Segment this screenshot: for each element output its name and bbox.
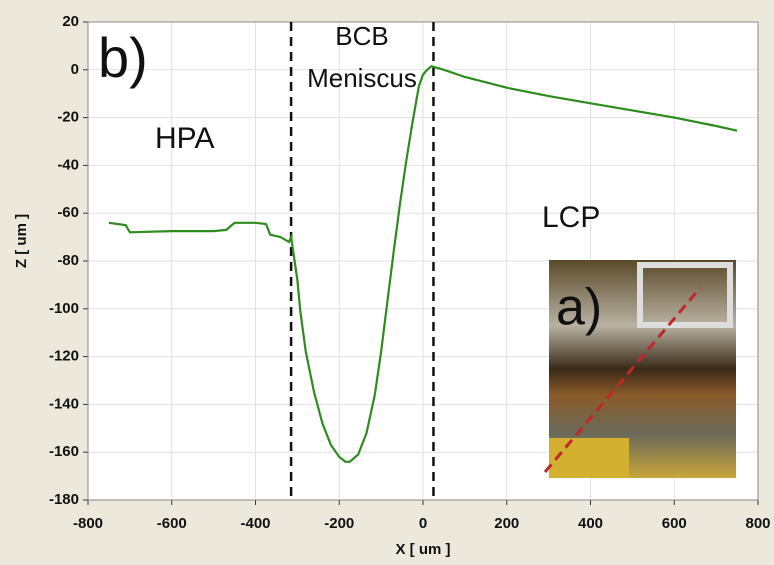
plot-frame <box>87 21 759 501</box>
x-tick-label: 0 <box>419 515 427 532</box>
x-tick-label: 200 <box>494 515 519 532</box>
data-line <box>108 64 738 463</box>
x-tick-label: -400 <box>240 515 270 532</box>
annotation: b) <box>98 26 148 89</box>
y-tick-label: -20 <box>57 109 79 126</box>
x-tick-label: 400 <box>578 515 603 532</box>
x-tick-label: 800 <box>745 515 770 532</box>
annotation: Meniscus <box>307 63 417 93</box>
annotation: BCB <box>335 21 388 51</box>
inset-structure <box>637 262 733 328</box>
annotation: LCP <box>542 201 600 234</box>
inset-photo <box>543 260 736 478</box>
x-tick-label: -600 <box>157 515 187 532</box>
y-tick-label: 20 <box>62 13 79 30</box>
y-tick-label: -140 <box>49 395 79 412</box>
y-tick-label: -80 <box>57 252 79 269</box>
y-tick-label: -40 <box>57 156 79 173</box>
annotation: HPA <box>155 122 214 155</box>
y-tick-label: -160 <box>49 443 79 460</box>
x-tick-label: 600 <box>662 515 687 532</box>
annotation: a) <box>556 279 602 337</box>
inset-pad <box>549 438 629 478</box>
y-tick-label: -180 <box>49 491 79 508</box>
x-axis-label: X [ um ] <box>396 541 451 558</box>
y-tick-label: -120 <box>49 348 79 365</box>
y-tick-label: -100 <box>49 300 79 317</box>
x-tick-label: -800 <box>73 515 103 532</box>
y-axis-label: Z [ um ] <box>13 214 30 268</box>
y-tick-label: 0 <box>71 61 79 78</box>
y-tick-label: -60 <box>57 204 79 221</box>
x-tick-label: -200 <box>324 515 354 532</box>
inset-cut-line <box>543 287 702 473</box>
